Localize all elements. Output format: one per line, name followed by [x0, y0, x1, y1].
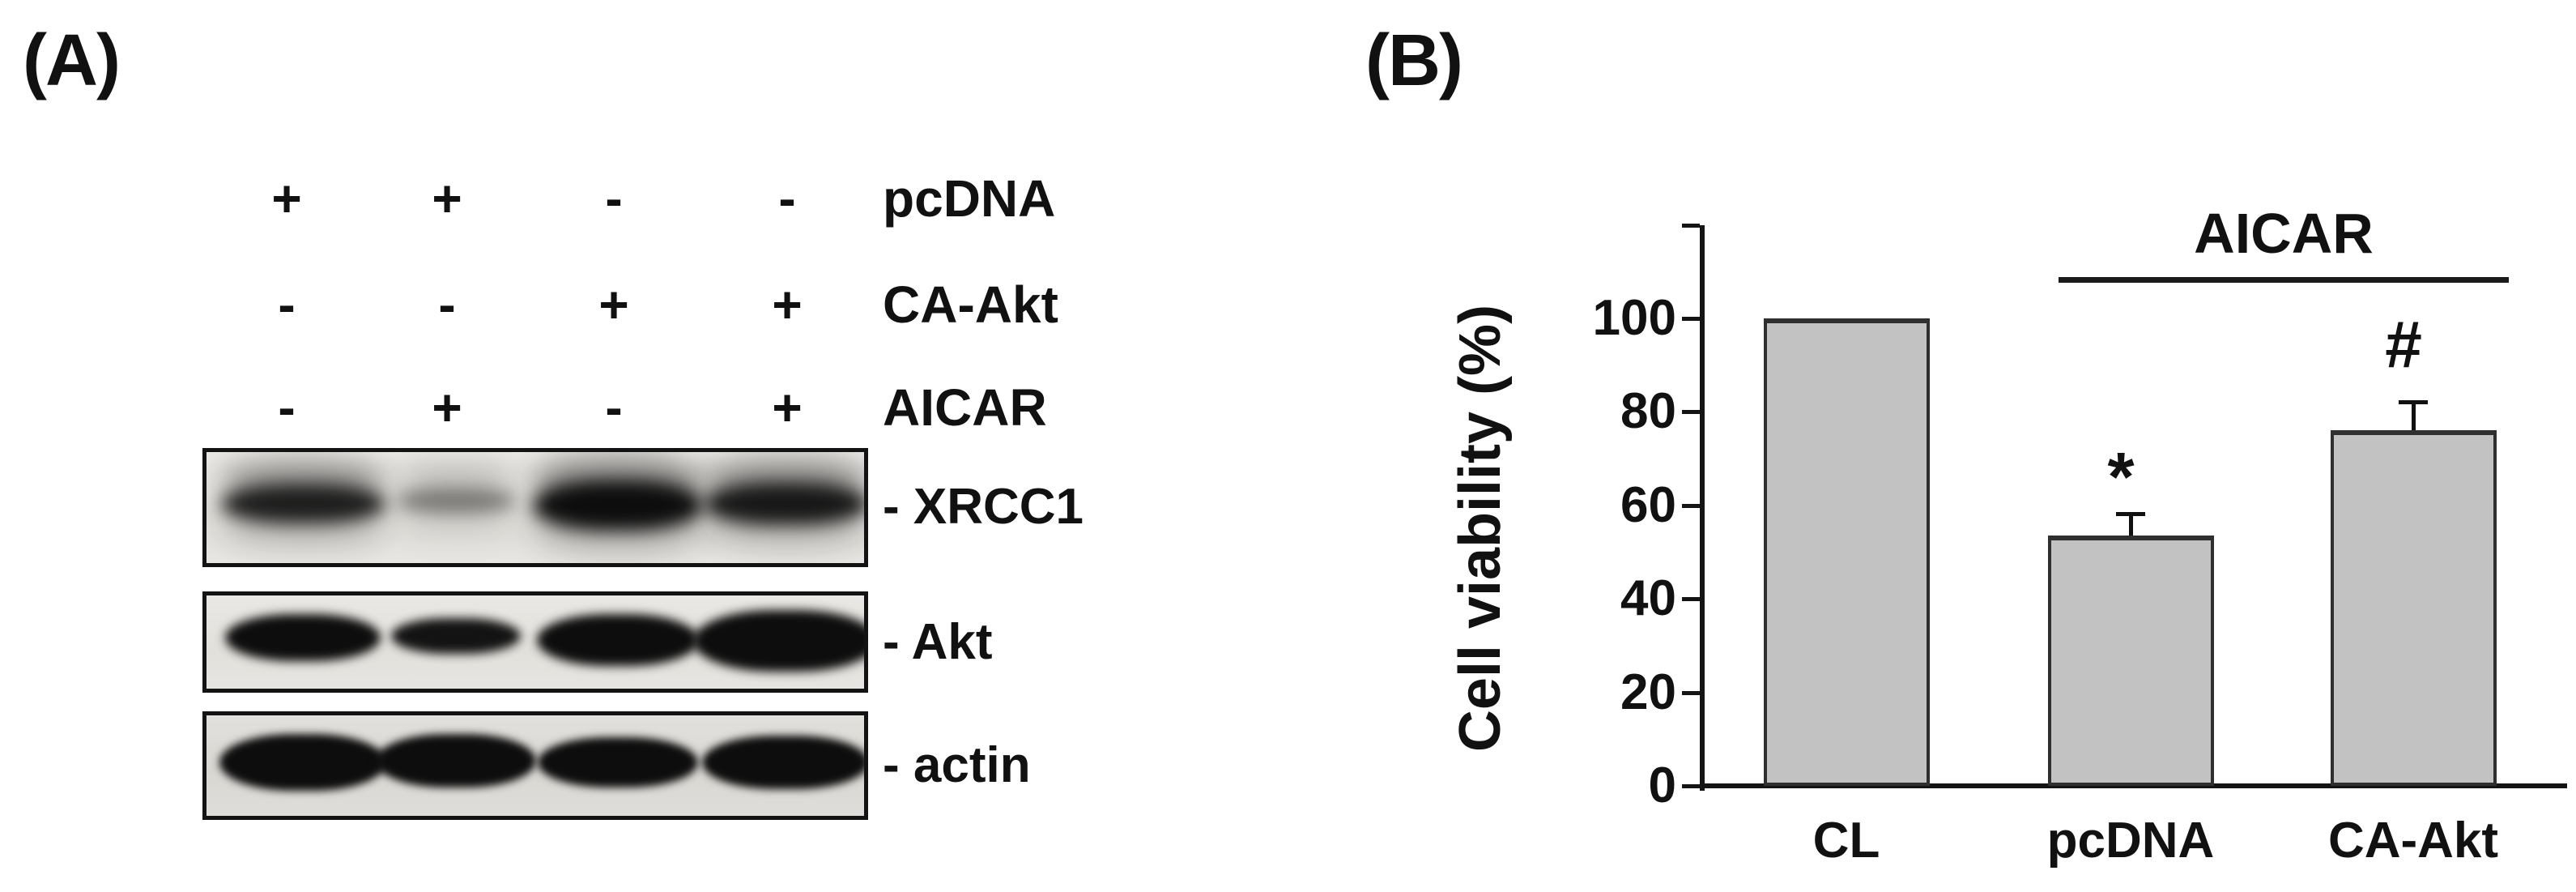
y-tick	[1682, 223, 1700, 228]
western-blot-akt	[202, 591, 868, 693]
x-category-label: CA-Akt	[2327, 813, 2499, 869]
bar-cl	[1763, 318, 1930, 786]
bar-ca-akt	[2330, 430, 2497, 786]
lane-sign: -	[605, 169, 623, 228]
condition-row-pcdna: + + - - pcDNA	[0, 169, 1215, 228]
error-bar-cap	[2399, 399, 2428, 404]
y-tick	[1682, 597, 1700, 602]
condition-label-ca-akt: CA-Akt	[883, 275, 1058, 334]
significance-asterisk: *	[2107, 439, 2135, 517]
blot-band	[537, 614, 699, 666]
y-tick	[1682, 410, 1700, 415]
blot-band	[219, 734, 386, 791]
error-bar-cap	[2116, 512, 2145, 517]
condition-row-ca-akt: - - + + CA-Akt	[0, 275, 1215, 334]
lane-sign: -	[605, 378, 623, 437]
lane-sign: +	[271, 169, 302, 228]
y-tick-label: 20	[1620, 664, 1676, 720]
condition-label-pcdna: pcDNA	[883, 169, 1056, 228]
lane-sign: +	[598, 275, 629, 334]
y-tick	[1682, 784, 1700, 788]
y-axis-title: Cell viability (%)	[1448, 304, 1513, 753]
bar-pcdna	[2047, 536, 2214, 786]
blot-band	[219, 484, 386, 523]
blot-band	[702, 736, 864, 789]
aicar-group-label: AICAR	[2194, 202, 2374, 265]
lane-sign: -	[438, 275, 456, 334]
panel-a-label: (A)	[23, 20, 121, 101]
y-tick-label: 80	[1620, 383, 1676, 440]
lane-sign: +	[772, 378, 803, 437]
significance-hash: #	[2385, 307, 2422, 382]
error-bar-whisker	[2411, 402, 2416, 431]
error-bar-whisker	[2128, 514, 2133, 536]
y-tick-label: 40	[1620, 570, 1676, 627]
western-blot-xrcc1	[202, 448, 868, 567]
blot-band	[391, 618, 521, 654]
y-tick	[1682, 503, 1700, 508]
y-tick-label: 100	[1592, 290, 1676, 346]
lane-sign: -	[278, 378, 296, 437]
panel-b-label: (B)	[1365, 20, 1463, 101]
blot-band	[702, 483, 864, 525]
blot-band	[376, 734, 536, 787]
y-axis	[1700, 224, 1705, 791]
y-tick-label: 0	[1648, 758, 1676, 813]
blot-label-akt: - Akt	[883, 614, 993, 670]
blot-band	[532, 480, 704, 531]
y-tick	[1682, 317, 1700, 321]
lane-sign: +	[432, 169, 462, 228]
aicar-group-line	[2059, 277, 2509, 283]
y-tick-label: 60	[1620, 476, 1676, 533]
x-category-label: CL	[1812, 813, 1880, 869]
lane-sign: +	[432, 378, 462, 437]
blot-band	[538, 737, 698, 787]
blot-band	[395, 489, 517, 513]
blot-label-actin: - actin	[883, 737, 1031, 793]
blot-band	[693, 610, 864, 672]
western-blot-actin	[202, 711, 868, 820]
x-axis	[1700, 783, 2567, 788]
lane-sign: +	[772, 275, 803, 334]
x-category-label: pcDNA	[2046, 813, 2215, 869]
condition-label-aicar: AICAR	[883, 378, 1047, 437]
lane-sign: -	[278, 275, 296, 334]
condition-row-aicar: - + - + AICAR	[0, 378, 1215, 437]
y-tick	[1682, 690, 1700, 695]
blot-label-xrcc1: - XRCC1	[883, 479, 1084, 535]
lane-sign: -	[778, 169, 796, 228]
blot-band	[225, 614, 381, 661]
